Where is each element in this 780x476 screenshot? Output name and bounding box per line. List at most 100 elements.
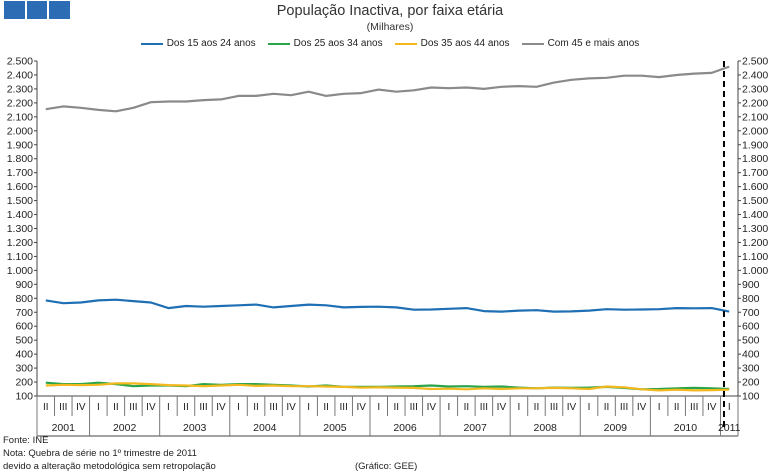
x-quarter-label: III (199, 402, 207, 413)
y-tick-label-right: 1.900 (742, 139, 768, 151)
x-quarter-label: II (464, 402, 470, 413)
x-quarter-label: II (674, 402, 680, 413)
x-year-label: 2011 (718, 422, 741, 434)
x-quarter-label: II (253, 402, 259, 413)
x-year-label: 2006 (393, 422, 417, 434)
y-tick-label-left: 1.900 (7, 139, 33, 151)
x-quarter-label: IV (286, 402, 296, 413)
y-tick-label-right: 800 (742, 293, 760, 305)
legend-item: Dos 35 aos 44 anos (394, 38, 510, 49)
y-tick-label-left: 700 (15, 307, 33, 319)
series-line (45, 65, 730, 113)
y-tick-label-right: 600 (742, 321, 760, 333)
x-quarter-label: IV (356, 402, 366, 413)
y-tick-label-left: 1.800 (7, 153, 33, 165)
x-quarter-label: I (307, 402, 310, 413)
y-tick-label-left: 900 (15, 279, 33, 291)
y-tick-label-right: 1.500 (742, 195, 768, 207)
y-tick-label-right: 200 (742, 377, 760, 389)
x-quarter-label: III (269, 402, 277, 413)
y-tick-label-left: 1.400 (7, 209, 33, 221)
x-quarter-label: III (550, 402, 558, 413)
x-year-label: 2002 (113, 422, 137, 434)
x-year-label: 2010 (674, 422, 698, 434)
y-tick-label-right: 500 (742, 335, 760, 347)
x-quarter-label: I (518, 402, 521, 413)
x-quarter-label: II (604, 402, 610, 413)
y-tick-label-left: 1.000 (7, 265, 33, 277)
y-tick-label-left: 800 (15, 293, 33, 305)
y-tick-label-right: 1.000 (742, 265, 768, 277)
x-year-label: 2003 (183, 422, 207, 434)
x-quarter-label: II (43, 402, 49, 413)
x-quarter-label: II (323, 402, 329, 413)
y-tick-label-left: 500 (15, 335, 33, 347)
x-quarter-label: IV (76, 402, 86, 413)
y-tick-label-left: 2.200 (7, 97, 33, 109)
y-tick-label-left: 100 (15, 391, 33, 403)
x-year-label: 2001 (52, 422, 76, 434)
y-tick-label-right: 2.400 (742, 69, 768, 81)
y-tick-label-right: 2.000 (742, 125, 768, 137)
x-quarter-label: I (447, 402, 450, 413)
x-quarter-label: IV (567, 402, 577, 413)
x-quarter-label: III (690, 402, 698, 413)
break-note-line1: Nota: Quebra de série no 1º trimestre de… (3, 448, 197, 459)
legend-label: Com 45 e mais anos (547, 38, 640, 49)
y-tick-label-left: 2.500 (7, 56, 33, 68)
y-tick-label-left: 1.100 (7, 251, 33, 263)
x-quarter-label: III (480, 402, 488, 413)
y-tick-label-left: 400 (15, 349, 33, 361)
x-quarter-label: I (237, 402, 240, 413)
x-year-label: 2009 (604, 422, 628, 434)
x-quarter-label: I (588, 402, 591, 413)
series-line (45, 382, 730, 392)
legend-label: Dos 35 aos 44 anos (420, 38, 510, 49)
x-quarter-label: II (113, 402, 119, 413)
x-quarter-label: II (183, 402, 189, 413)
y-tick-label-right: 300 (742, 363, 760, 375)
y-tick-label-left: 1.200 (7, 237, 33, 249)
y-tick-label-left: 2.100 (7, 111, 33, 123)
y-tick-label-right: 1.700 (742, 167, 768, 179)
y-tick-label-right: 2.200 (742, 97, 768, 109)
legend-label: Dos 25 aos 34 anos (293, 38, 383, 49)
x-quarter-label: II (534, 402, 540, 413)
x-quarter-label: I (658, 402, 661, 413)
y-tick-label-left: 1.700 (7, 167, 33, 179)
x-year-label: 2008 (534, 422, 558, 434)
x-quarter-label: IV (707, 402, 717, 413)
y-tick-label-right: 1.300 (742, 223, 768, 235)
chart-title: População Inactiva, por faixa etária (276, 3, 504, 19)
y-tick-label-left: 2.300 (7, 83, 33, 95)
source-note: Fonte: INE (3, 435, 49, 446)
x-quarter-label: III (620, 402, 628, 413)
legend-swatch (521, 42, 544, 45)
y-tick-label-right: 1.600 (742, 181, 768, 193)
x-quarter-label: IV (637, 402, 647, 413)
x-quarter-label: IV (146, 402, 156, 413)
y-tick-label-right: 900 (742, 279, 760, 291)
x-year-label: 2005 (323, 422, 347, 434)
x-quarter-label: III (410, 402, 418, 413)
legend-item: Com 45 e mais anos (521, 38, 640, 49)
logo (4, 1, 71, 19)
chart-subtitle: (Milhares) (366, 21, 414, 33)
legend: Dos 15 aos 24 anos Dos 25 aos 34 anos Do… (0, 38, 780, 49)
x-quarter-label: III (129, 402, 137, 413)
break-note-line2: devido a alteração metodológica sem retr… (3, 461, 216, 472)
y-tick-label-left: 1.300 (7, 223, 33, 235)
chart-credit: (Gráfico: GEE) (355, 461, 418, 472)
series-line (45, 298, 730, 313)
y-tick-label-left: 600 (15, 321, 33, 333)
y-tick-label-left: 2.400 (7, 69, 33, 81)
x-year-label: 2004 (253, 422, 277, 434)
x-quarter-label: I (167, 402, 170, 413)
y-tick-label-right: 100 (742, 391, 760, 403)
x-quarter-label: IV (427, 402, 437, 413)
y-tick-label-left: 300 (15, 363, 33, 375)
legend-swatch (394, 42, 417, 45)
legend-label: Dos 15 aos 24 anos (166, 38, 256, 49)
legend-swatch (267, 42, 290, 45)
legend-swatch (140, 42, 163, 45)
